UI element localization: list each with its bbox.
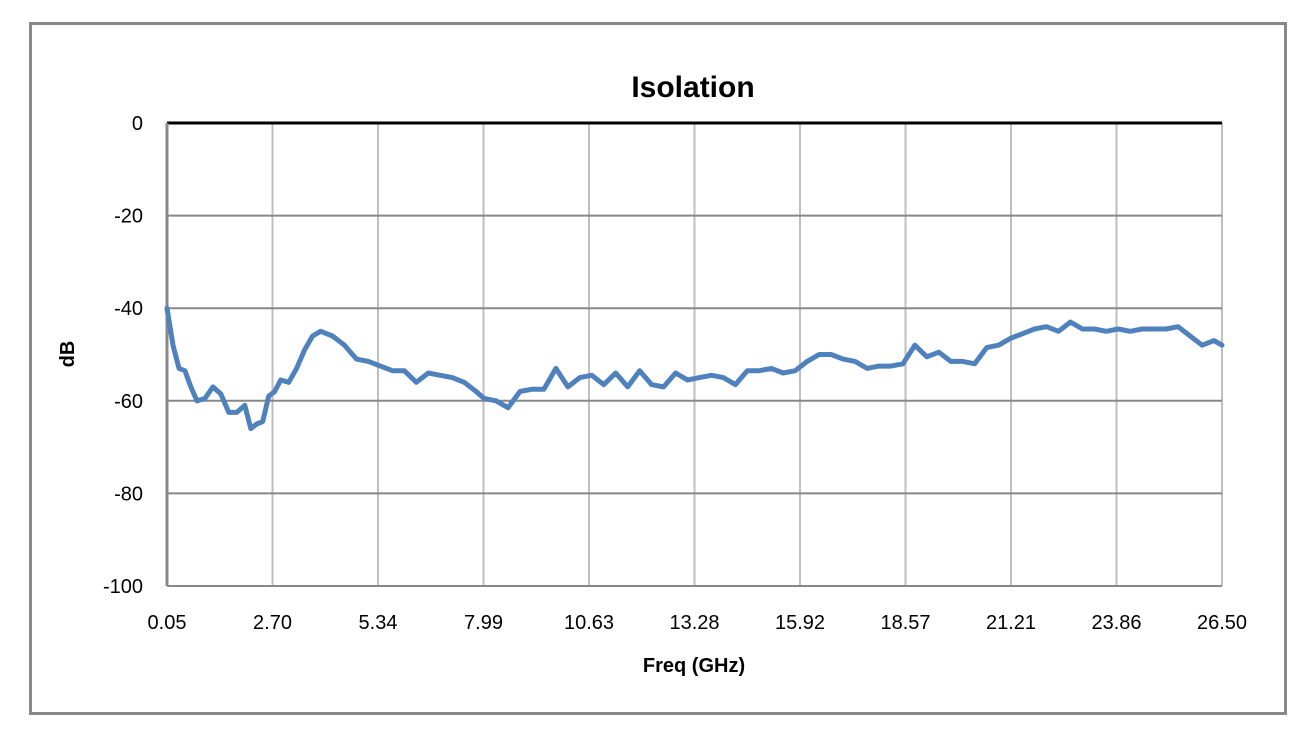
- y-tick-label: -60: [114, 391, 143, 413]
- x-tick-label: 7.99: [464, 612, 503, 634]
- x-axis-tick-labels: 0.05 2.70 5.34 7.99 10.63 13.28 15.92 18.57 21.2…: [148, 612, 1248, 634]
- x-tick-label: 21.21: [986, 612, 1036, 634]
- x-tick-label: 2.70: [253, 612, 292, 634]
- x-tick-label: 0.05: [148, 612, 187, 634]
- x-axis-label: Freq (GHz): [643, 655, 745, 677]
- x-tick-label: 13.28: [669, 612, 719, 634]
- x-tick-label: 15.92: [775, 612, 825, 634]
- x-tick-label: 26.50: [1197, 612, 1247, 634]
- x-tick-label: 5.34: [359, 612, 398, 634]
- y-axis-tick-labels: 0 -20 -40 -60 -80 -100: [103, 113, 143, 598]
- chart-frame: [29, 22, 1287, 715]
- isolation-series-line: [164, 305, 1225, 432]
- x-tick-label: 18.57: [880, 612, 930, 634]
- x-tick-label: 10.63: [564, 612, 614, 634]
- y-tick-label: -20: [114, 206, 143, 228]
- x-tick-label: 23.86: [1091, 612, 1141, 634]
- y-tick-label: -100: [103, 576, 143, 598]
- y-axis-label: dB: [57, 341, 79, 368]
- chart-title: Isolation: [631, 71, 754, 104]
- gridlines: [165, 121, 1223, 587]
- y-tick-label: -40: [114, 298, 143, 320]
- y-tick-label: 0: [132, 113, 143, 135]
- y-tick-label: -80: [114, 483, 143, 505]
